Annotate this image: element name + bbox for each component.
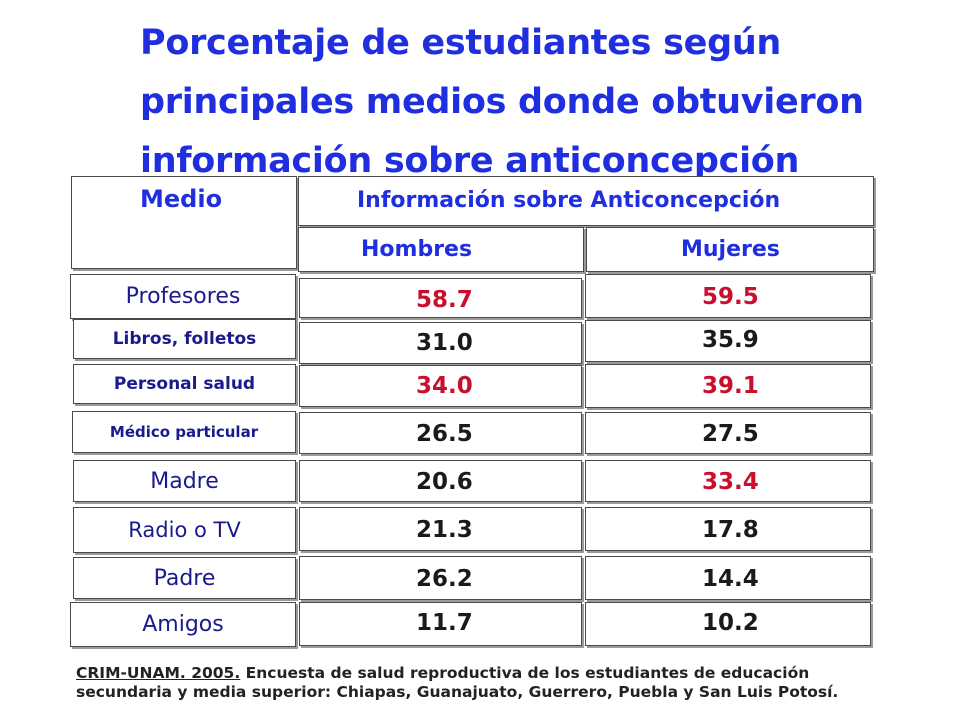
medio-label: Padre	[153, 565, 216, 591]
hombres-cell-medico-particular: 26.5	[299, 412, 582, 454]
medio-cell-profesores: Profesores	[70, 274, 296, 319]
medio-cell-libros: Libros, folletos	[73, 319, 296, 359]
hombres-cell-padre: 26.2	[299, 556, 582, 600]
mujeres-header-cell: Mujeres	[586, 227, 874, 272]
title-line-3: información sobre anticoncepción	[140, 141, 800, 181]
mujeres-cell-radio-tv: 17.8	[585, 507, 871, 551]
medio-cell-medico-particular: Médico particular	[72, 411, 296, 453]
source-label: CRIM-UNAM. 2005.	[76, 664, 241, 682]
medio-cell-padre: Padre	[73, 557, 296, 599]
medio-label: Médico particular	[109, 423, 259, 441]
medio-header-cell: Medio	[71, 176, 297, 269]
hombres-cell-amigos: 11.7	[299, 602, 582, 646]
hombres-cell-madre: 20.6	[299, 460, 582, 502]
medio-label: Madre	[150, 468, 219, 494]
mujeres-value: 33.4	[702, 469, 759, 495]
mujeres-value: 10.2	[702, 610, 759, 636]
mujeres-value: 35.9	[702, 327, 759, 353]
medio-label: Personal salud	[113, 374, 256, 394]
medio-label: Amigos	[142, 612, 224, 637]
slide-title: Porcentaje de estudiantes según principa…	[140, 14, 930, 191]
hombres-cell-radio-tv: 21.3	[299, 507, 582, 551]
medio-label: Radio o TV	[128, 518, 241, 542]
hombres-value: 11.7	[416, 610, 473, 636]
mujeres-cell-personal-salud: 39.1	[585, 364, 871, 408]
mujeres-cell-medico-particular: 27.5	[585, 412, 871, 454]
hombres-value: 26.5	[416, 421, 473, 447]
title-line-1: Porcentaje de estudiantes según	[140, 23, 782, 63]
hombres-value: 31.0	[416, 330, 473, 356]
hombres-value: 34.0	[416, 373, 473, 399]
hombres-header-label: Hombres	[361, 237, 473, 262]
hombres-cell-profesores: 58.7	[299, 278, 582, 318]
mujeres-header-label: Mujeres	[681, 237, 780, 262]
mujeres-cell-padre: 14.4	[585, 556, 871, 600]
mujeres-cell-libros: 35.9	[585, 320, 871, 362]
hombres-value: 58.7	[416, 287, 473, 313]
mujeres-cell-madre: 33.4	[585, 460, 871, 502]
mujeres-cell-profesores: 59.5	[585, 274, 871, 318]
mujeres-value: 59.5	[702, 284, 759, 310]
mujeres-value: 27.5	[702, 421, 759, 447]
medio-header-label: Medio	[140, 185, 223, 213]
medio-label: Profesores	[125, 284, 241, 309]
hombres-header-cell: Hombres	[298, 227, 584, 272]
info-header-cell: Información sobre Anticoncepción	[298, 176, 874, 226]
medio-cell-madre: Madre	[73, 460, 296, 502]
hombres-cell-personal-salud: 34.0	[299, 365, 582, 407]
mujeres-value: 17.8	[702, 517, 759, 543]
hombres-value: 26.2	[416, 566, 473, 592]
source-text: Encuesta de salud reproductiva de los es…	[76, 664, 839, 701]
mujeres-value: 39.1	[702, 373, 759, 399]
hombres-value: 21.3	[416, 517, 473, 543]
medio-label: Libros, folletos	[112, 329, 257, 349]
medio-cell-personal-salud: Personal salud	[73, 364, 296, 404]
info-header-label: Información sobre Anticoncepción	[357, 188, 781, 213]
medio-cell-radio-tv: Radio o TV	[73, 507, 296, 553]
source-citation: CRIM-UNAM. 2005. Encuesta de salud repro…	[76, 664, 876, 702]
mujeres-cell-amigos: 10.2	[585, 602, 871, 646]
hombres-cell-libros: 31.0	[299, 322, 582, 364]
title-line-2: principales medios donde obtuvieron	[140, 82, 864, 122]
hombres-value: 20.6	[416, 469, 473, 495]
medio-cell-amigos: Amigos	[70, 602, 296, 647]
mujeres-value: 14.4	[702, 566, 759, 592]
